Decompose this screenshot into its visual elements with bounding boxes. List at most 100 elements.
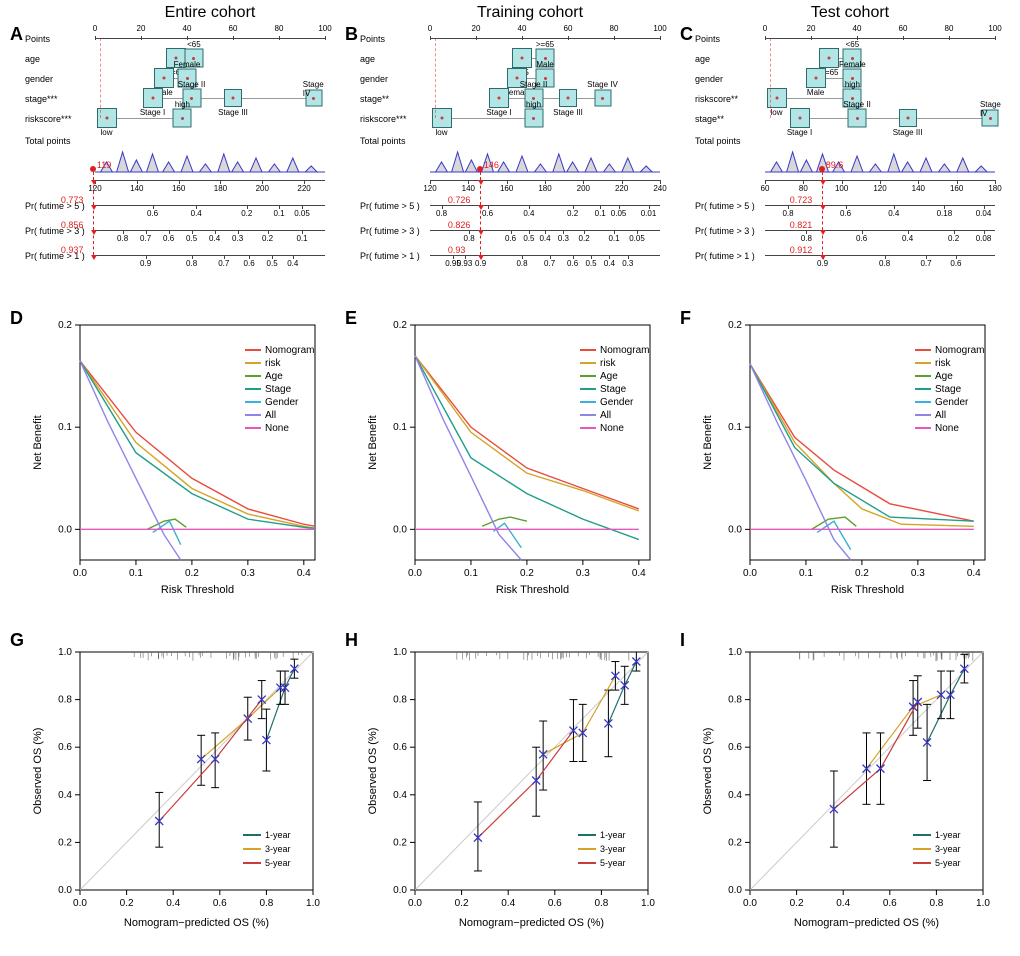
- svg-text:0.2: 0.2: [520, 568, 534, 579]
- svg-text:0.2: 0.2: [393, 837, 407, 848]
- svg-text:Nomogram: Nomogram: [935, 345, 984, 356]
- svg-text:5-year: 5-year: [265, 858, 291, 868]
- svg-text:0.0: 0.0: [728, 524, 742, 535]
- svg-text:Gender: Gender: [265, 397, 299, 408]
- svg-text:0.1: 0.1: [393, 422, 407, 433]
- svg-text:risk: risk: [600, 358, 617, 369]
- svg-text:0.2: 0.2: [790, 898, 804, 909]
- svg-text:0.2: 0.2: [728, 837, 742, 848]
- svg-text:1.0: 1.0: [306, 898, 320, 909]
- svg-text:None: None: [265, 423, 289, 434]
- svg-text:0.2: 0.2: [120, 898, 134, 909]
- svg-text:0.3: 0.3: [911, 568, 925, 579]
- svg-text:0.2: 0.2: [393, 320, 407, 331]
- svg-text:0.2: 0.2: [455, 898, 469, 909]
- svg-text:0.8: 0.8: [393, 695, 407, 706]
- svg-text:0.4: 0.4: [632, 568, 646, 579]
- svg-text:5-year: 5-year: [935, 858, 961, 868]
- svg-text:Net Benefit: Net Benefit: [367, 415, 379, 469]
- svg-text:0.2: 0.2: [855, 568, 869, 579]
- svg-text:risk: risk: [265, 358, 282, 369]
- svg-text:Stage: Stage: [935, 384, 962, 395]
- svg-text:0.4: 0.4: [836, 898, 850, 909]
- svg-text:0.0: 0.0: [58, 524, 72, 535]
- label-D: D: [10, 308, 23, 329]
- label-H: H: [345, 630, 358, 651]
- svg-text:Risk Threshold: Risk Threshold: [831, 584, 904, 596]
- svg-text:Nomogram−predicted OS (%): Nomogram−predicted OS (%): [124, 917, 269, 929]
- dca-E: 0.00.10.20.30.40.00.10.2Risk ThresholdNe…: [360, 315, 660, 605]
- svg-text:0.0: 0.0: [408, 898, 422, 909]
- svg-text:1.0: 1.0: [393, 647, 407, 658]
- col-title-A: Entire cohort: [60, 4, 360, 22]
- svg-text:0.0: 0.0: [73, 898, 87, 909]
- label-A: A: [10, 24, 23, 45]
- label-E: E: [345, 308, 357, 329]
- svg-text:Observed OS (%): Observed OS (%): [367, 728, 379, 815]
- svg-text:0.1: 0.1: [129, 568, 143, 579]
- svg-text:None: None: [600, 423, 624, 434]
- svg-text:0.2: 0.2: [728, 320, 742, 331]
- svg-text:0.6: 0.6: [213, 898, 227, 909]
- svg-text:0.1: 0.1: [728, 422, 742, 433]
- svg-text:None: None: [935, 423, 959, 434]
- calibration-G: 0.00.00.20.20.40.40.60.60.80.81.01.0Nomo…: [25, 640, 325, 940]
- svg-text:risk: risk: [935, 358, 952, 369]
- svg-text:1.0: 1.0: [641, 898, 655, 909]
- svg-text:0.0: 0.0: [743, 898, 757, 909]
- svg-text:Nomogram−predicted OS (%): Nomogram−predicted OS (%): [794, 917, 939, 929]
- svg-text:5-year: 5-year: [600, 858, 626, 868]
- svg-text:0.8: 0.8: [259, 898, 273, 909]
- svg-text:0.6: 0.6: [393, 742, 407, 753]
- col-title-B: Training cohort: [380, 4, 680, 22]
- svg-text:0.4: 0.4: [728, 790, 742, 801]
- svg-text:Gender: Gender: [600, 397, 634, 408]
- svg-text:0.3: 0.3: [241, 568, 255, 579]
- label-G: G: [10, 630, 24, 651]
- svg-text:0.4: 0.4: [166, 898, 180, 909]
- nomogram-B: Points020406080100age<65>=65genderFemale…: [360, 30, 670, 290]
- svg-text:Risk Threshold: Risk Threshold: [161, 584, 234, 596]
- svg-text:0.6: 0.6: [548, 898, 562, 909]
- svg-text:0.2: 0.2: [58, 320, 72, 331]
- svg-text:0.0: 0.0: [393, 524, 407, 535]
- dca-D: 0.00.10.20.30.40.00.10.2Risk ThresholdNe…: [25, 315, 325, 605]
- svg-text:0.1: 0.1: [464, 568, 478, 579]
- svg-text:0.0: 0.0: [58, 885, 72, 896]
- svg-text:Stage: Stage: [600, 384, 627, 395]
- svg-text:0.4: 0.4: [501, 898, 515, 909]
- svg-text:0.0: 0.0: [73, 568, 87, 579]
- svg-text:1.0: 1.0: [58, 647, 72, 658]
- svg-text:Stage: Stage: [265, 384, 292, 395]
- svg-text:0.8: 0.8: [929, 898, 943, 909]
- svg-text:0.2: 0.2: [58, 837, 72, 848]
- svg-text:0.4: 0.4: [967, 568, 981, 579]
- svg-text:Risk Threshold: Risk Threshold: [496, 584, 569, 596]
- svg-text:1.0: 1.0: [976, 898, 990, 909]
- svg-text:All: All: [600, 410, 611, 421]
- svg-text:1-year: 1-year: [935, 830, 961, 840]
- label-C: C: [680, 24, 693, 45]
- label-I: I: [680, 630, 685, 651]
- dca-F: 0.00.10.20.30.40.00.10.2Risk ThresholdNe…: [695, 315, 995, 605]
- svg-text:1-year: 1-year: [600, 830, 626, 840]
- col-title-C: Test cohort: [700, 4, 1000, 22]
- svg-text:0.4: 0.4: [393, 790, 407, 801]
- svg-text:0.3: 0.3: [576, 568, 590, 579]
- svg-text:Net Benefit: Net Benefit: [702, 415, 714, 469]
- label-F: F: [680, 308, 691, 329]
- svg-text:Age: Age: [600, 371, 618, 382]
- svg-text:0.4: 0.4: [58, 790, 72, 801]
- svg-text:Nomogram: Nomogram: [265, 345, 314, 356]
- svg-text:0.4: 0.4: [297, 568, 311, 579]
- svg-text:All: All: [935, 410, 946, 421]
- calibration-I: 0.00.00.20.20.40.40.60.60.80.81.01.0Nomo…: [695, 640, 995, 940]
- svg-text:Observed OS (%): Observed OS (%): [32, 728, 44, 815]
- svg-text:All: All: [265, 410, 276, 421]
- svg-text:0.0: 0.0: [393, 885, 407, 896]
- svg-text:Nomogram−predicted OS (%): Nomogram−predicted OS (%): [459, 917, 604, 929]
- svg-text:Nomogram: Nomogram: [600, 345, 649, 356]
- label-B: B: [345, 24, 358, 45]
- svg-text:0.1: 0.1: [799, 568, 813, 579]
- svg-text:0.0: 0.0: [728, 885, 742, 896]
